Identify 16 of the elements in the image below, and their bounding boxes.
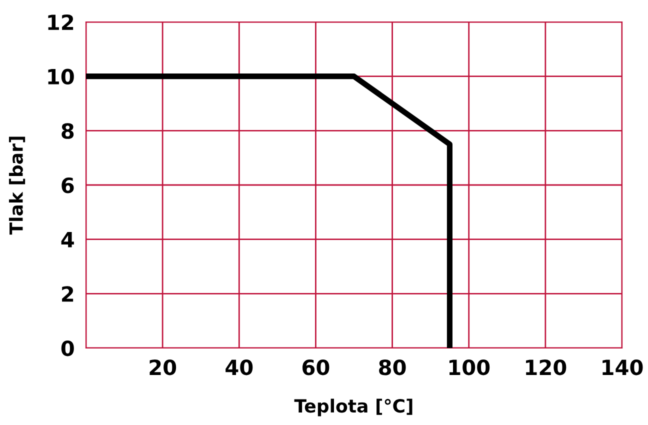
x-tick-label: 40 [226,359,253,376]
y-axis-title: Tlak [bar] [8,136,26,235]
y-tick-label: 12 [48,14,74,30]
y-tick-label: 4 [61,232,74,248]
x-tick-label: 100 [449,359,490,376]
y-tick-label: 0 [61,340,74,356]
x-tick-label: 120 [526,359,566,376]
x-tick-label: 80 [379,359,406,376]
x-axis-title: Teplota [°C] [294,398,412,416]
y-tick-label: 10 [48,68,74,85]
x-tick-label: 60 [302,359,330,376]
x-tick-label: 20 [150,359,176,376]
y-tick-label: 8 [62,123,74,139]
y-tick-label: 2 [62,286,74,302]
y-tick-label: 6 [62,177,74,194]
x-tick-label: 140 [602,359,643,376]
